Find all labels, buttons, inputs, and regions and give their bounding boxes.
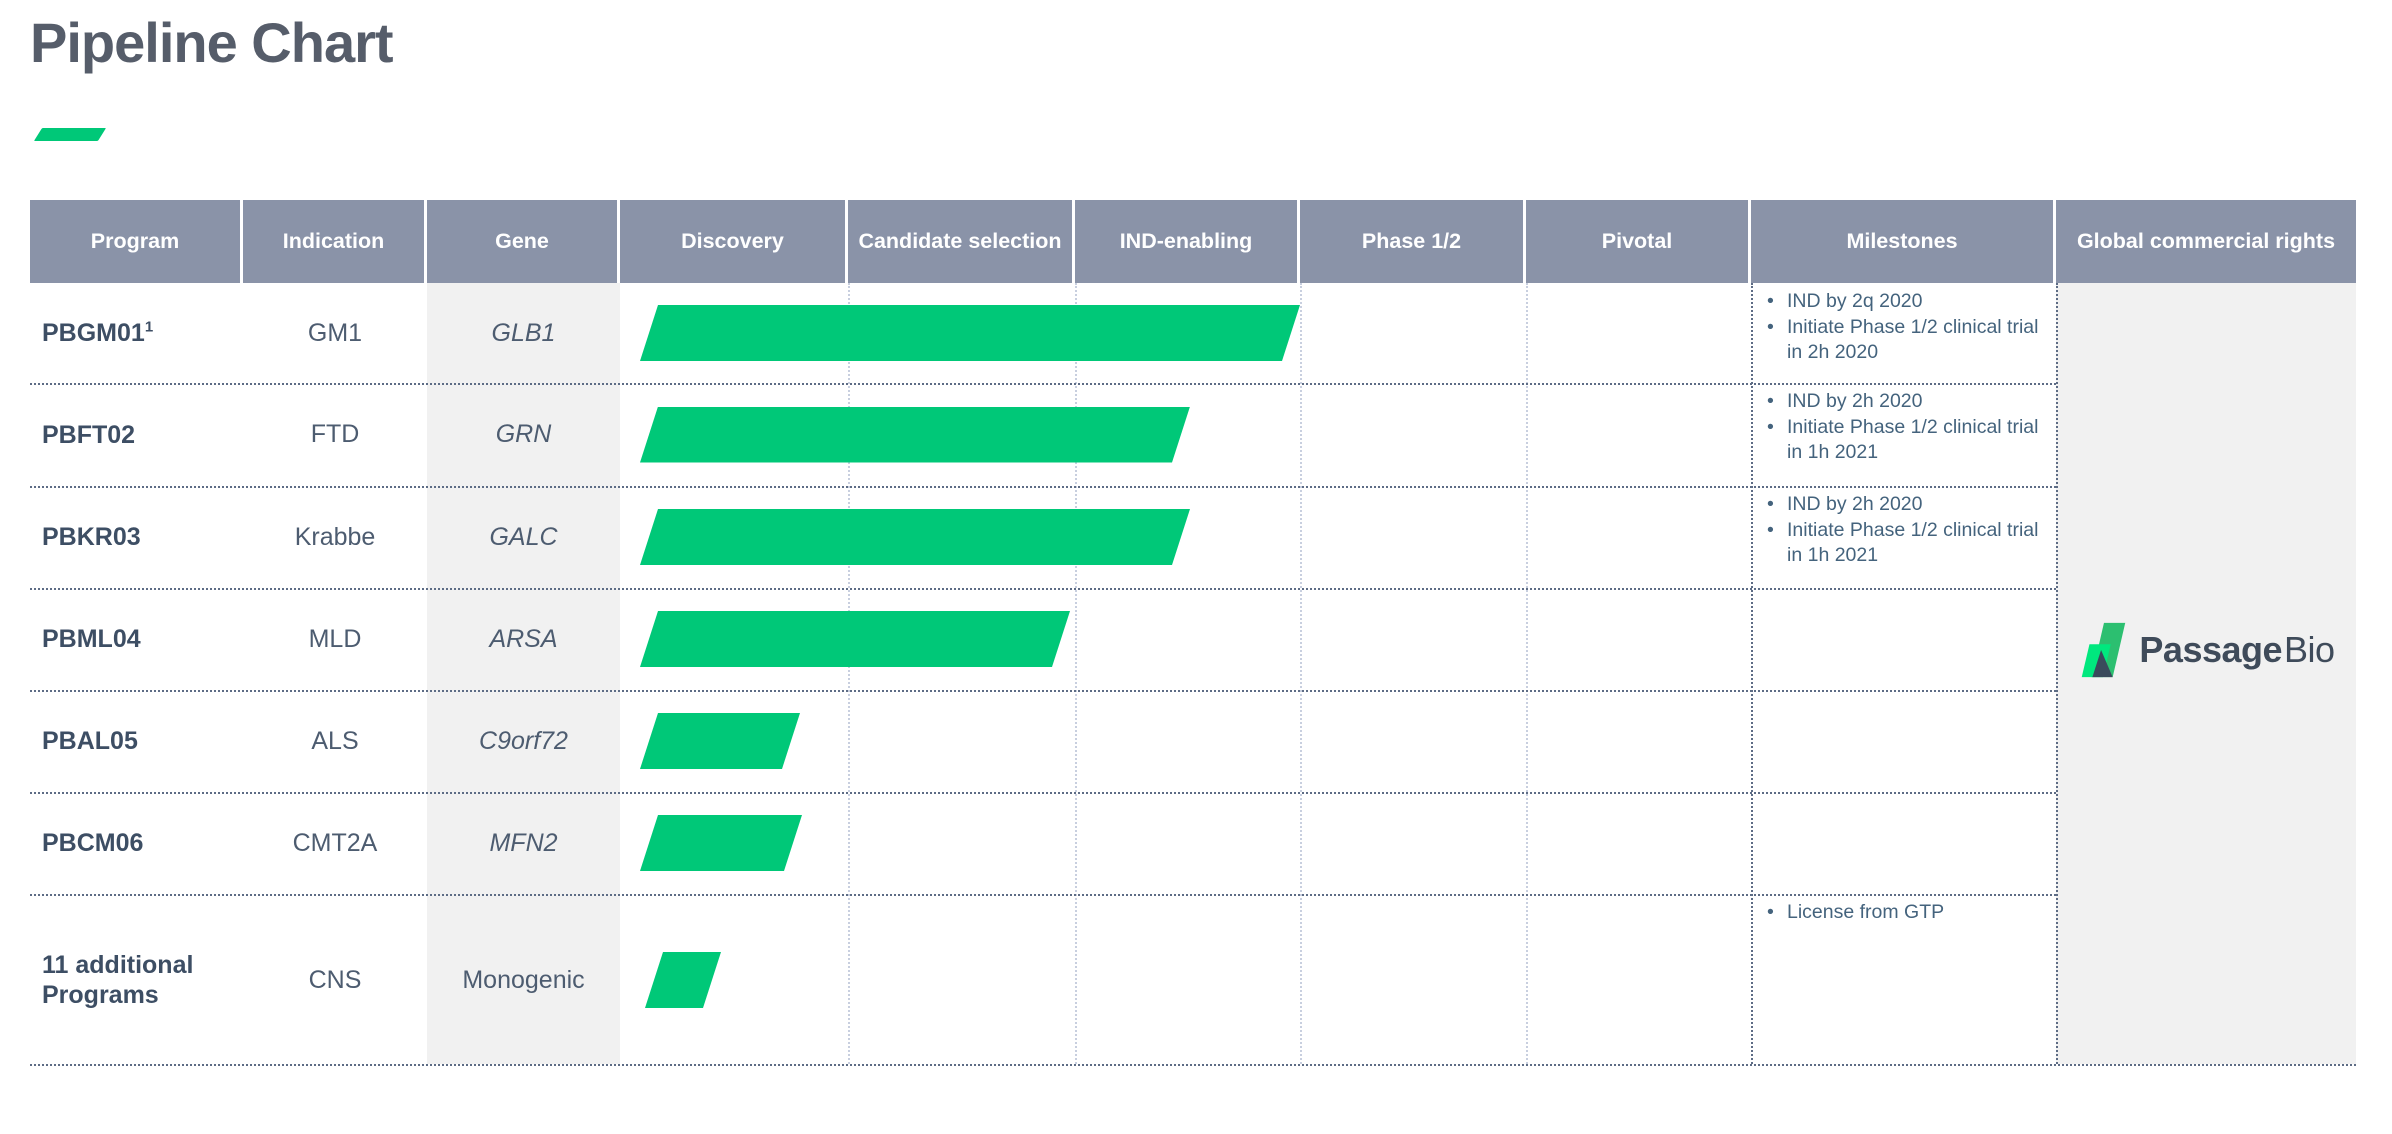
column-header-candidate-selection: Candidate selection <box>848 200 1075 283</box>
global-commercial-rights-cell: PassageBio <box>2056 283 2356 1064</box>
table-header-row: Program Indication Gene Discovery Candid… <box>30 200 2356 283</box>
column-header-phase-1-2: Phase 1/2 <box>1300 200 1526 283</box>
gene-value: GLB1 <box>491 318 556 347</box>
program-name: PBML04 <box>42 625 141 653</box>
column-header-indication: Indication <box>243 200 427 283</box>
column-header-global-commercial-rights: Global commercial rights <box>2056 200 2356 283</box>
milestone-item: IND by 2h 2020 <box>1759 389 2050 414</box>
wordmark-bio: Bio <box>2284 628 2335 670</box>
milestone-item: Initiate Phase 1/2 clinical trial in 1h … <box>1759 415 2050 465</box>
program-name: PBAL05 <box>42 727 138 755</box>
indication-value: MLD <box>308 624 362 653</box>
passage-bio-logo: PassageBio <box>2077 621 2335 679</box>
table-row: PBFT02 FTD GRN IND by 2h 2020 Initiate P… <box>30 383 2056 486</box>
passage-bio-logo-icon <box>2082 622 2126 677</box>
column-header-pivotal: Pivotal <box>1526 200 1751 283</box>
indication-value: FTD <box>310 420 360 448</box>
column-header-ind-enabling: IND-enabling <box>1075 200 1300 283</box>
progress-bar <box>640 611 1070 667</box>
progress-bar <box>640 815 802 871</box>
gene-value: MFN2 <box>489 828 558 857</box>
program-name: PBGM011 <box>42 318 154 347</box>
table-row: PBGM011 GM1 GLB1 IND by 2q 2020 Initiate… <box>30 283 2056 383</box>
table-body: PassageBio PBGM011 GM1 GLB1 IND by 2q 20… <box>30 283 2356 1066</box>
gene-column-band <box>427 283 620 1064</box>
milestones-cell: IND by 2q 2020 Initiate Phase 1/2 clinic… <box>1751 283 2056 383</box>
progress-bar <box>645 952 721 1008</box>
indication-value: CMT2A <box>292 828 378 857</box>
progress-bar <box>640 407 1190 463</box>
gene-value: C9orf72 <box>479 726 568 755</box>
table-row: PBKR03 Krabbe GALC IND by 2h 2020 Initia… <box>30 486 2056 588</box>
passage-bio-wordmark: PassageBio <box>2139 628 2335 671</box>
gene-value: GALC <box>489 522 558 551</box>
indication-value: ALS <box>311 726 359 755</box>
progress-bar <box>640 713 800 769</box>
wordmark-passage: Passage <box>2139 628 2283 670</box>
milestone-item: IND by 2q 2020 <box>1759 289 2050 314</box>
milestone-item: Initiate Phase 1/2 clinical trial in 2h … <box>1759 315 2050 365</box>
gene-value: Monogenic <box>462 965 585 994</box>
milestones-cell: License from GTP <box>1751 894 2056 1066</box>
column-header-gene: Gene <box>427 200 620 283</box>
table-row: PBML04 MLD ARSA <box>30 588 2056 690</box>
program-name: PBFT02 <box>42 420 136 449</box>
gene-value: GRN <box>495 420 552 448</box>
milestone-item: Initiate Phase 1/2 clinical trial in 1h … <box>1759 518 2050 568</box>
page-title: Pipeline Chart <box>30 11 394 74</box>
indication-value: GM1 <box>307 318 363 347</box>
title-underline-swoosh <box>33 128 107 141</box>
milestone-item: License from GTP <box>1759 900 1944 925</box>
milestones-cell: IND by 2h 2020 Initiate Phase 1/2 clinic… <box>1751 486 2056 588</box>
footnote-marker: 1 <box>144 318 154 336</box>
column-header-milestones: Milestones <box>1751 200 2056 283</box>
gene-value: ARSA <box>489 624 558 653</box>
indication-value: CNS <box>308 965 362 994</box>
milestones-cell: IND by 2h 2020 Initiate Phase 1/2 clinic… <box>1751 383 2056 486</box>
program-name: PBCM06 <box>42 829 144 857</box>
column-header-program: Program <box>30 200 243 283</box>
progress-bar <box>640 305 1300 361</box>
table-row: PBCM06 CMT2A MFN2 <box>30 792 2056 894</box>
progress-bar <box>640 509 1190 565</box>
program-name: PBKR03 <box>42 523 141 551</box>
table-row: 11 additional Programs CNS Monogenic Lic… <box>30 894 2056 1066</box>
indication-value: Krabbe <box>294 522 376 551</box>
column-header-discovery: Discovery <box>620 200 848 283</box>
program-name: 11 additional Programs <box>42 951 194 1009</box>
table-row: PBAL05 ALS C9orf72 <box>30 690 2056 792</box>
milestone-item: IND by 2h 2020 <box>1759 492 2050 517</box>
